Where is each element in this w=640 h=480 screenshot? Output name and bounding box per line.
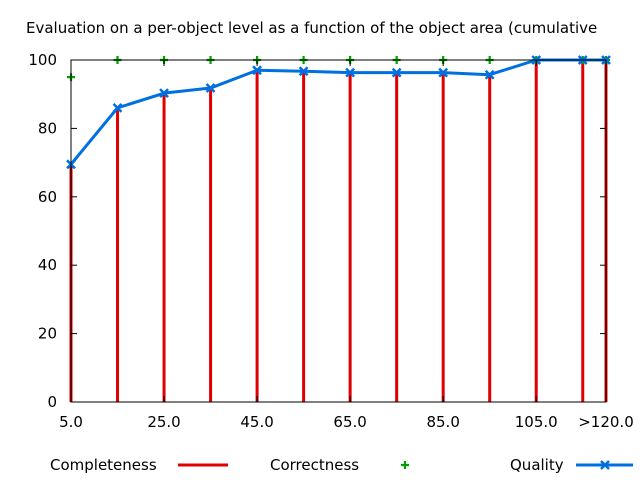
quality-point	[484, 69, 495, 80]
y-tick-label: 40	[38, 256, 57, 274]
legend-key-marker-quality	[600, 460, 610, 470]
quality-point	[391, 67, 402, 78]
y-axis: 0 20 40 60 80 100	[28, 51, 606, 411]
x-tick-label: >120.0	[578, 413, 634, 431]
legend-label-correctness: Correctness	[270, 456, 359, 474]
quality-point	[159, 88, 169, 99]
legend-label-quality: Quality	[510, 456, 564, 474]
y-tick-label: 20	[38, 325, 57, 343]
plot-frame	[70, 59, 607, 403]
legend-key-correctness	[401, 461, 409, 469]
x-tick-label: 25.0	[147, 413, 180, 431]
x-tick-label: 5.0	[59, 413, 83, 431]
x-axis: 5.0 25.0 45.0 65.0 85.0 105.0 >120.0	[59, 60, 634, 431]
quality-line	[69, 58, 606, 166]
quality-point	[205, 83, 216, 93]
quality-point	[112, 102, 123, 113]
legend-label-completeness: Completeness	[50, 456, 157, 474]
x-tick-label: 65.0	[333, 413, 366, 431]
x-tick-label: 45.0	[240, 413, 273, 431]
legend: Completeness Correctness Quality	[50, 456, 633, 474]
y-tick-label: 100	[28, 51, 57, 69]
chart-title: Evaluation on a per-object level as a fu…	[26, 19, 597, 37]
x-tick-label: 85.0	[426, 413, 459, 431]
quality-point	[298, 66, 309, 77]
quality-point	[345, 67, 356, 78]
y-tick-label: 0	[47, 393, 57, 411]
quality-point	[252, 65, 262, 76]
x-tick-label: 105.0	[515, 413, 558, 431]
quality-point	[438, 67, 449, 78]
y-tick-label: 60	[38, 188, 57, 206]
plot-area	[66, 55, 611, 402]
y-tick-label: 80	[38, 119, 57, 137]
